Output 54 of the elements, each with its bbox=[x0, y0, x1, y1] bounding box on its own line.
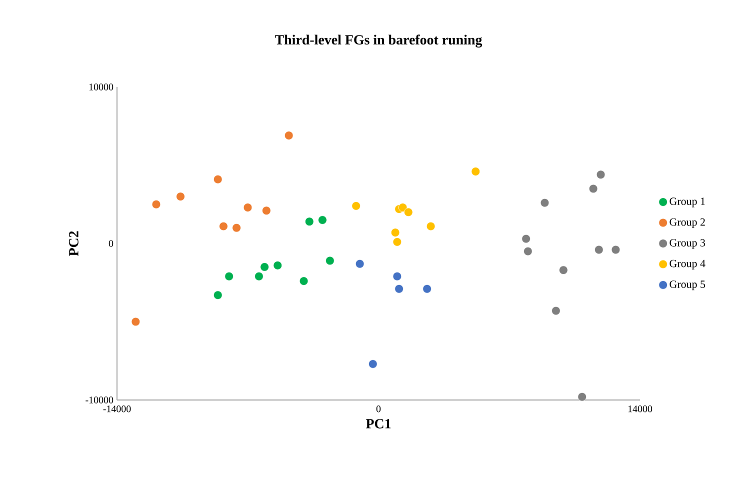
point bbox=[299, 276, 308, 286]
x-axis-title: PC1 bbox=[366, 419, 391, 428]
point bbox=[243, 203, 252, 212]
point bbox=[588, 184, 598, 194]
y-tick-label: -10000 bbox=[86, 396, 114, 404]
point bbox=[524, 246, 532, 256]
point bbox=[213, 290, 222, 300]
legend-label: Group 2 bbox=[670, 218, 705, 228]
point bbox=[232, 223, 241, 232]
point bbox=[318, 216, 327, 224]
point bbox=[355, 259, 364, 268]
point bbox=[522, 234, 530, 244]
chart-title: Third-level FGs in barefoot runing bbox=[275, 34, 482, 48]
point bbox=[559, 266, 568, 274]
x-tick-label: 14000 bbox=[628, 406, 652, 412]
point bbox=[540, 198, 550, 208]
point bbox=[394, 284, 404, 294]
point bbox=[594, 245, 604, 254]
point bbox=[398, 203, 408, 212]
point bbox=[471, 167, 480, 176]
legend-label: Group 1 bbox=[670, 198, 705, 208]
point bbox=[304, 217, 314, 226]
point bbox=[260, 262, 269, 272]
y-tick-label: 10000 bbox=[89, 84, 114, 90]
point bbox=[326, 256, 334, 266]
legend-label: Group 5 bbox=[670, 280, 706, 290]
x-tick-label: 0 bbox=[376, 406, 381, 412]
point bbox=[578, 392, 587, 402]
point bbox=[596, 170, 606, 180]
point bbox=[552, 306, 560, 316]
point bbox=[213, 174, 222, 184]
point bbox=[422, 284, 432, 294]
point bbox=[392, 272, 402, 281]
point bbox=[219, 222, 228, 231]
point bbox=[284, 131, 294, 140]
point bbox=[392, 238, 402, 246]
point bbox=[368, 360, 378, 368]
point bbox=[426, 222, 436, 231]
point bbox=[224, 272, 234, 281]
legend-label: Group 4 bbox=[670, 260, 706, 270]
point bbox=[273, 260, 282, 270]
point bbox=[390, 228, 400, 237]
point bbox=[152, 200, 161, 209]
point bbox=[262, 206, 271, 216]
legend-label: Group 3 bbox=[670, 239, 706, 249]
point bbox=[131, 317, 140, 326]
point bbox=[176, 192, 185, 201]
x-tick-label: -14000 bbox=[103, 406, 131, 412]
point bbox=[611, 245, 620, 254]
y-tick-label: 0 bbox=[108, 240, 114, 247]
y-axis-title: PC2 bbox=[69, 231, 78, 256]
point bbox=[352, 202, 360, 210]
point bbox=[404, 208, 413, 217]
point bbox=[254, 272, 264, 281]
